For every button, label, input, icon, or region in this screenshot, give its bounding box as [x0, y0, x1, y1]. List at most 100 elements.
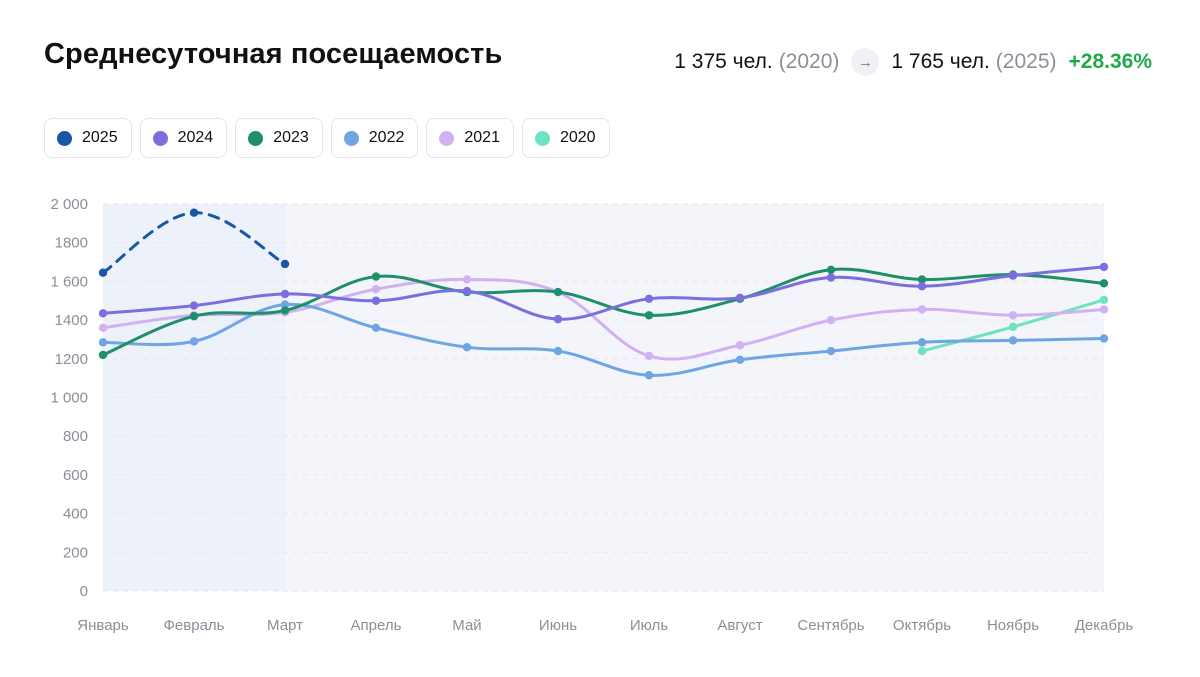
data-point — [1099, 295, 1109, 304]
legend-item-2025[interactable]: 2025 — [44, 118, 132, 158]
data-point — [644, 294, 654, 304]
data-point — [1008, 271, 1018, 280]
arrow-right-icon: → — [851, 48, 880, 76]
data-point — [644, 371, 654, 380]
series-line-2023 — [101, 267, 1106, 357]
data-point — [735, 293, 745, 303]
data-point — [917, 282, 927, 291]
data-point — [826, 315, 836, 325]
data-point — [1099, 334, 1109, 343]
x-tick-label: Январь — [77, 617, 129, 634]
x-tick-label: Ноябрь — [987, 617, 1039, 634]
legend-dot-icon — [343, 130, 359, 146]
x-tick-label: Февраль — [164, 617, 225, 634]
series-2020 — [917, 295, 1109, 356]
y-tick-label: 0 — [80, 583, 88, 600]
legend-dot-icon — [439, 130, 455, 146]
data-point — [280, 306, 290, 315]
legend-item-2022[interactable]: 2022 — [330, 118, 419, 158]
data-point — [917, 305, 927, 314]
data-point — [553, 346, 563, 356]
y-tick-label: 2 000 — [50, 196, 88, 213]
y-tick-label: 1400 — [55, 312, 88, 329]
data-point — [98, 268, 108, 277]
legend-item-2020[interactable]: 2020 — [521, 118, 610, 158]
x-tick-label: Май — [452, 617, 481, 634]
legend-dot-icon — [248, 130, 264, 146]
data-point — [735, 341, 745, 350]
data-point — [826, 265, 836, 274]
data-point — [98, 338, 108, 347]
series-2022 — [98, 300, 1109, 380]
x-tick-label: Сентябрь — [797, 617, 864, 634]
y-tick-label: 1 600 — [50, 273, 88, 290]
data-point — [280, 300, 290, 309]
x-tick-label: Июнь — [539, 617, 577, 634]
series-line-2021 — [101, 277, 1106, 361]
to-year: (2025) — [995, 50, 1057, 73]
data-point — [371, 296, 381, 305]
data-point — [826, 346, 836, 356]
data-point — [1099, 262, 1109, 272]
x-tick-label: Октябрь — [893, 617, 951, 634]
data-point — [1008, 311, 1018, 320]
y-tick-label: 400 — [63, 506, 88, 523]
data-point — [826, 273, 836, 282]
data-point — [280, 259, 290, 269]
data-point — [1099, 305, 1109, 314]
data-point — [1099, 279, 1109, 288]
data-point — [735, 355, 745, 364]
data-point — [98, 309, 108, 318]
page-title: Среднесуточная посещаемость — [44, 38, 503, 70]
series-2024 — [98, 262, 1109, 324]
x-tick-label: Декабрь — [1075, 617, 1134, 634]
data-point — [98, 323, 108, 333]
data-point — [462, 286, 472, 296]
data-point — [1008, 322, 1018, 332]
data-point — [462, 275, 472, 284]
series-line-2024 — [101, 265, 1106, 321]
y-tick-label: 1200 — [55, 351, 88, 368]
data-point — [280, 289, 290, 299]
x-tick-label: Апрель — [351, 617, 402, 634]
x-tick-label: Август — [717, 617, 762, 634]
legend-label: 2020 — [559, 129, 596, 146]
to-value: 1 765 чел. — [891, 50, 990, 73]
data-point — [462, 342, 472, 352]
legend-label: 2022 — [368, 129, 405, 146]
chart-legend: 2025 2024 2023 2022 2021 2020 — [44, 118, 610, 158]
attendance-summary: 1 375 чел. (2020) → 1 765 чел. (2025) +2… — [674, 48, 1152, 76]
legend-label: 2025 — [82, 129, 118, 146]
y-tick-label: 1 000 — [50, 390, 88, 407]
data-point — [371, 284, 381, 294]
data-point — [1008, 336, 1018, 345]
data-point — [644, 311, 654, 320]
series-line-2022 — [101, 302, 1106, 377]
data-point — [189, 208, 199, 217]
y-tick-label: 1800 — [55, 235, 88, 252]
legend-item-2023[interactable]: 2023 — [235, 118, 323, 158]
legend-dot-icon — [152, 130, 168, 146]
legend-dot-icon — [57, 130, 72, 146]
data-point — [553, 314, 563, 324]
legend-dot-icon — [534, 130, 550, 146]
y-tick-label: 800 — [63, 428, 88, 445]
legend-item-2021[interactable]: 2021 — [426, 118, 514, 158]
data-point — [644, 351, 654, 361]
x-tick-label: Июль — [630, 617, 668, 634]
from-value: 1 375 чел. — [674, 50, 773, 73]
series-2025 — [98, 208, 290, 277]
data-point — [98, 350, 108, 360]
y-tick-label: 600 — [63, 467, 88, 484]
from-year: (2020) — [778, 50, 840, 73]
data-point — [917, 275, 927, 284]
legend-item-2024[interactable]: 2024 — [139, 118, 228, 158]
data-point — [189, 337, 199, 346]
data-point — [189, 312, 199, 321]
x-tick-label: Март — [267, 617, 303, 634]
data-point — [371, 272, 381, 281]
legend-label: 2021 — [464, 129, 500, 146]
data-point — [553, 287, 563, 297]
legend-label: 2023 — [273, 129, 309, 146]
